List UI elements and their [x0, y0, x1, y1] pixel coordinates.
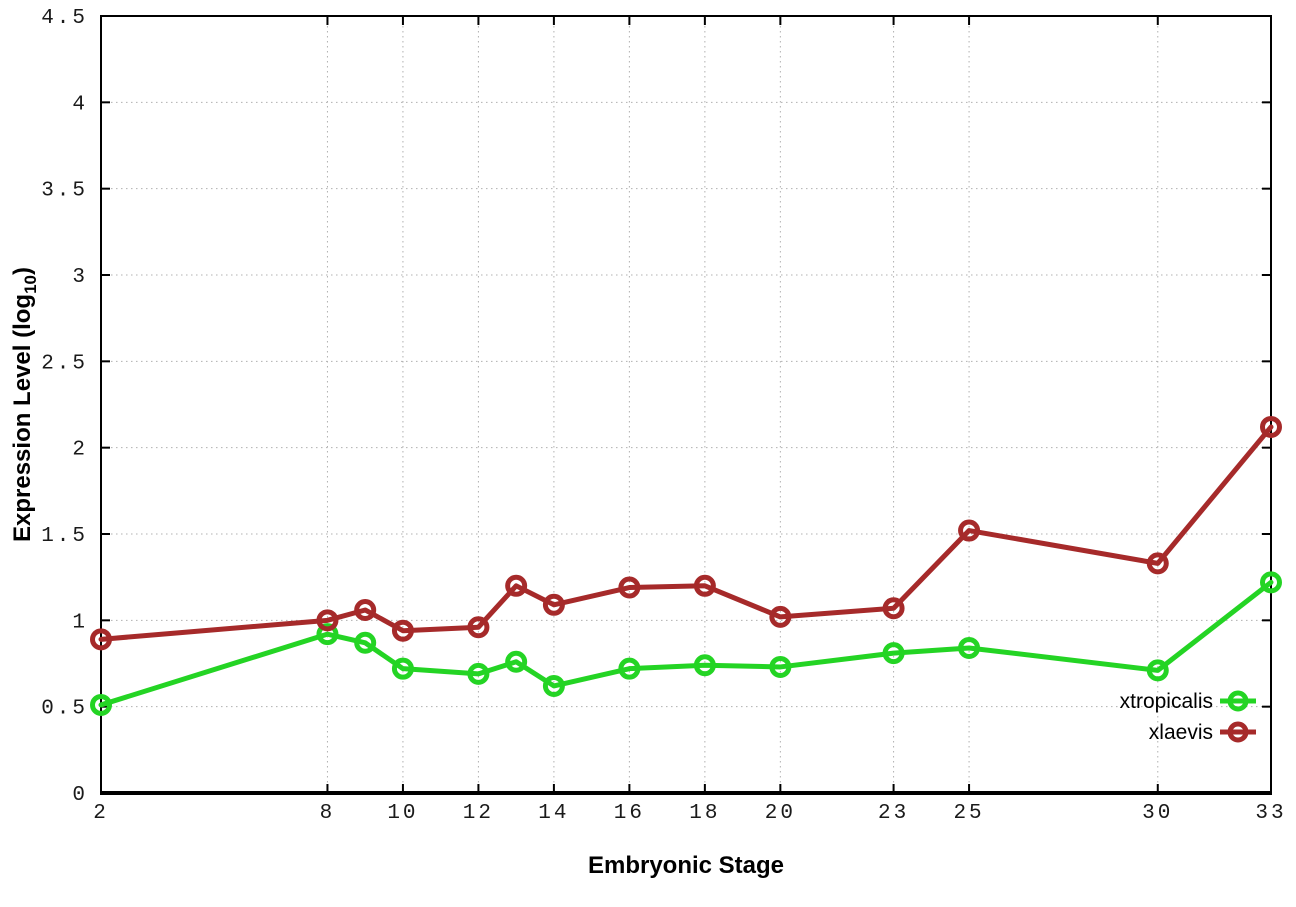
data-point-xlaevis-stage-2	[90, 628, 112, 651]
gridlines	[101, 16, 1271, 793]
y-axis-title-main: Expression Level (log	[9, 294, 36, 542]
data-point-xlaevis-stage-16	[618, 576, 641, 599]
data-point-xlaevis-stage-18	[693, 574, 716, 597]
data-point-xtropicalis-stage-9	[354, 631, 377, 654]
x-tick-label-8: 8	[320, 802, 336, 825]
x-tick-label-16: 16	[614, 802, 645, 825]
legend-marker-xtropicalis	[1227, 690, 1249, 712]
data-point-xlaevis-stage-25	[958, 519, 981, 542]
y-tick-label-0: 0	[72, 784, 88, 807]
y-tick-label-2.5: 2.5	[41, 352, 88, 375]
y-tick-label-2: 2	[72, 439, 88, 462]
legend-label-xtropicalis: xtropicalis	[1120, 690, 1213, 713]
data-point-xtropicalis-stage-23	[882, 642, 905, 665]
data-point-xtropicalis-stage-33	[1260, 571, 1282, 594]
data-point-xtropicalis-stage-30	[1146, 659, 1169, 682]
y-axis-title-close: )	[9, 267, 36, 275]
y-tick-label-4: 4	[72, 93, 88, 116]
data-point-xlaevis-stage-12	[467, 616, 490, 639]
x-tick-label-25: 25	[953, 802, 984, 825]
data-point-xlaevis-stage-8	[316, 609, 339, 632]
data-point-xlaevis-stage-30	[1146, 552, 1169, 575]
data-point-xtropicalis-stage-8	[316, 623, 339, 646]
x-tick-label-23: 23	[878, 802, 909, 825]
legend-item-xlaevis: xlaevis	[1149, 721, 1256, 744]
data-point-xtropicalis-stage-25	[958, 636, 981, 659]
data-point-xtropicalis-stage-16	[618, 657, 641, 680]
data-point-xtropicalis-stage-20	[769, 655, 792, 678]
data-point-xlaevis-stage-23	[882, 597, 905, 620]
x-tick-label-33: 33	[1255, 802, 1286, 825]
y-tick-label-3: 3	[72, 266, 88, 289]
data-point-xlaevis-stage-9	[354, 598, 377, 621]
series-line-xlaevis	[98, 424, 1274, 642]
x-axis-title: Embryonic Stage	[588, 852, 784, 879]
data-point-xtropicalis-stage-12	[467, 662, 490, 685]
data-point-xlaevis-stage-33	[1260, 415, 1282, 438]
y-tick-label-1: 1	[72, 611, 88, 634]
series-xtropicalis	[90, 571, 1282, 716]
y-axis-title-subscript: 10	[21, 275, 40, 294]
x-tick-label-12: 12	[463, 802, 494, 825]
x-tick-label-14: 14	[538, 802, 569, 825]
y-tick-label-4.5: 4.5	[41, 7, 88, 30]
y-axis-title: Expression Level (log10)	[9, 267, 40, 542]
legend-item-xtropicalis: xtropicalis	[1120, 690, 1256, 713]
x-tick-label-20: 20	[765, 802, 796, 825]
tick-labels: 2 8 10 12 14 16 18 20 23 25 30 33 0 0.5 1 1.5 2 2.5 3 3.5 4 4…	[41, 7, 1286, 825]
data-point-xlaevis-stage-10	[391, 619, 414, 642]
data-point-xtropicalis-stage-10	[391, 657, 414, 680]
legend-label-xlaevis: xlaevis	[1149, 721, 1213, 744]
data-point-xtropicalis-stage-13	[505, 650, 528, 673]
data-point-xtropicalis-stage-2	[90, 693, 112, 716]
y-tick-label-0.5: 0.5	[41, 698, 88, 721]
data-point-xlaevis-stage-13	[505, 574, 528, 597]
x-tick-label-30: 30	[1142, 802, 1173, 825]
y-tick-label-3.5: 3.5	[41, 180, 88, 203]
data-point-xtropicalis-stage-18	[693, 654, 716, 677]
x-tick-label-18: 18	[689, 802, 720, 825]
data-point-xtropicalis-stage-14	[542, 674, 565, 697]
y-tick-label-1.5: 1.5	[41, 525, 88, 548]
legend-marker-xlaevis	[1227, 721, 1249, 743]
series-xlaevis	[90, 415, 1282, 651]
series-line-xtropicalis	[98, 579, 1274, 708]
x-tick-label-10: 10	[387, 802, 418, 825]
data-point-xlaevis-stage-14	[542, 593, 565, 616]
tick-marks	[100, 15, 1272, 794]
x-tick-label-2: 2	[93, 802, 109, 825]
plot-border	[100, 15, 1272, 794]
legend: xtropicalis xlaevis	[1120, 690, 1256, 744]
data-point-xlaevis-stage-20	[769, 605, 792, 628]
